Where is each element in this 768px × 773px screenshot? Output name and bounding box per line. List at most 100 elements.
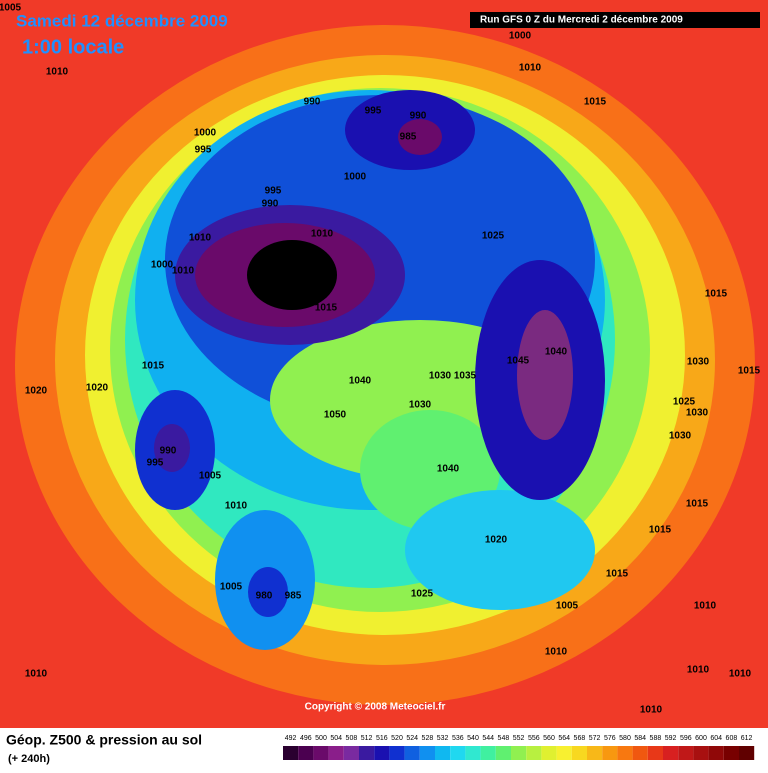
legend-swatch xyxy=(435,746,451,760)
legend-swatch xyxy=(374,746,390,760)
pressure-label: 1000 xyxy=(344,172,367,183)
legend-swatch xyxy=(298,746,314,760)
pressure-label: 1030 xyxy=(687,357,710,368)
pressure-label: 1015 xyxy=(705,289,728,300)
legend-label: 504 xyxy=(330,735,342,742)
pressure-label: 1010 xyxy=(729,669,752,680)
legend-swatch xyxy=(571,746,587,760)
legend-label: 496 xyxy=(300,735,312,742)
geopotential-field xyxy=(15,25,755,705)
pressure-label: 1015 xyxy=(686,499,709,510)
pressure-label: 995 xyxy=(147,458,164,469)
legend-swatch xyxy=(343,746,359,760)
legend-label: 540 xyxy=(467,735,479,742)
legend-label: 548 xyxy=(498,735,510,742)
pressure-label: 1000 xyxy=(194,128,217,139)
pressure-label: 1000 xyxy=(509,31,532,42)
legend-swatch xyxy=(511,746,527,760)
legend-swatch xyxy=(283,746,299,760)
pressure-label: 1025 xyxy=(482,231,505,242)
pressure-label: 990 xyxy=(262,199,279,210)
legend-label: 492 xyxy=(285,735,297,742)
pressure-label: 1030 xyxy=(686,408,709,419)
legend-swatch xyxy=(495,746,511,760)
pressure-label: 1000 xyxy=(151,260,174,271)
pressure-label: 1045 xyxy=(507,356,530,367)
pressure-label: 1010 xyxy=(687,665,710,676)
pressure-label: 1015 xyxy=(649,525,672,536)
footer-lead: (+ 240h) xyxy=(8,753,50,765)
pressure-label: 1040 xyxy=(545,347,568,358)
legend-label: 592 xyxy=(665,735,677,742)
date: Samedi 12 décembre 2009 xyxy=(16,11,228,30)
legend-label: 568 xyxy=(574,735,586,742)
legend-label: 576 xyxy=(604,735,616,742)
legend-swatch xyxy=(739,746,755,760)
legend-label: 516 xyxy=(376,735,388,742)
pressure-label: 1010 xyxy=(189,233,212,244)
pressure-label: 985 xyxy=(400,132,417,143)
legend-label: 544 xyxy=(482,735,494,742)
legend-swatch xyxy=(556,746,572,760)
legend-swatch xyxy=(359,746,375,760)
legend-label: 508 xyxy=(346,735,358,742)
legend-swatch xyxy=(663,746,679,760)
pressure-label: 1005 xyxy=(0,3,22,14)
pressure-label: 1035 xyxy=(454,371,477,382)
legend-swatch xyxy=(587,746,603,760)
legend-swatch xyxy=(404,746,420,760)
legend-swatch xyxy=(389,746,405,760)
pressure-label: 1005 xyxy=(220,582,243,593)
legend-label: 584 xyxy=(634,735,646,742)
pressure-label: 1010 xyxy=(640,705,663,716)
pressure-label: 1025 xyxy=(673,397,696,408)
legend-swatch xyxy=(617,746,633,760)
legend-label: 536 xyxy=(452,735,464,742)
pressure-label: 990 xyxy=(304,97,321,108)
legend-swatch xyxy=(541,746,557,760)
legend-label: 532 xyxy=(437,735,449,742)
copyright: Copyright © 2008 Meteociel.fr xyxy=(305,702,446,713)
legend-swatch xyxy=(723,746,739,760)
pressure-label: 1020 xyxy=(485,535,508,546)
legend-label: 604 xyxy=(710,735,722,742)
pressure-label: 1015 xyxy=(738,366,761,377)
pressure-label: 1005 xyxy=(556,601,579,612)
legend-label: 612 xyxy=(741,735,753,742)
pressure-label: 1010 xyxy=(519,63,542,74)
pressure-label: 1010 xyxy=(545,647,568,658)
pressure-label: 1020 xyxy=(25,386,48,397)
legend-label: 580 xyxy=(619,735,631,742)
pressure-label: 1010 xyxy=(694,601,717,612)
pressure-label: 995 xyxy=(265,186,282,197)
legend-swatch xyxy=(602,746,618,760)
legend-swatch xyxy=(708,746,724,760)
pressure-label: 1050 xyxy=(324,410,347,421)
legend-swatch xyxy=(465,746,481,760)
legend-label: 608 xyxy=(726,735,738,742)
legend-label: 588 xyxy=(650,735,662,742)
legend-swatch xyxy=(678,746,694,760)
legend-label: 528 xyxy=(422,735,434,742)
pressure-label: 1010 xyxy=(225,501,248,512)
legend-label: 564 xyxy=(558,735,570,742)
legend-swatch xyxy=(693,746,709,760)
pressure-label: 980 xyxy=(256,591,273,602)
legend-swatch xyxy=(419,746,435,760)
pressure-label: 995 xyxy=(365,106,382,117)
pressure-label: 1005 xyxy=(199,471,222,482)
legend-swatch xyxy=(450,746,466,760)
legend: 492 496 500 504 508 512 516 520 524 528 532 536 540 5… xyxy=(283,735,755,760)
pressure-label: 1015 xyxy=(584,97,607,108)
pressure-label: 1030 xyxy=(409,400,432,411)
legend-swatch xyxy=(313,746,329,760)
legend-label: 600 xyxy=(695,735,707,742)
pressure-label: 1040 xyxy=(349,376,372,387)
legend-label: 520 xyxy=(391,735,403,742)
legend-label: 572 xyxy=(589,735,601,742)
pressure-label: 990 xyxy=(160,446,177,457)
legend-swatch xyxy=(526,746,542,760)
